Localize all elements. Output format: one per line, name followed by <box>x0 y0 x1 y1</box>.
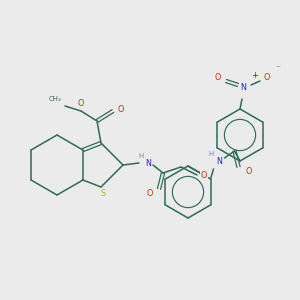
Text: H: H <box>208 151 213 157</box>
Text: H: H <box>138 153 144 159</box>
Text: +: + <box>252 70 258 80</box>
Text: CH₃: CH₃ <box>49 96 62 102</box>
Text: O: O <box>215 74 221 82</box>
Text: O: O <box>118 104 124 113</box>
Text: O: O <box>264 74 270 82</box>
Text: N: N <box>145 158 151 167</box>
Text: O: O <box>78 98 84 107</box>
Text: O: O <box>245 167 252 176</box>
Text: O: O <box>147 190 153 199</box>
Text: O: O <box>201 170 207 179</box>
Text: ⁻: ⁻ <box>275 64 281 74</box>
Text: N: N <box>240 83 246 92</box>
Text: N: N <box>217 157 223 166</box>
Text: S: S <box>100 190 106 199</box>
